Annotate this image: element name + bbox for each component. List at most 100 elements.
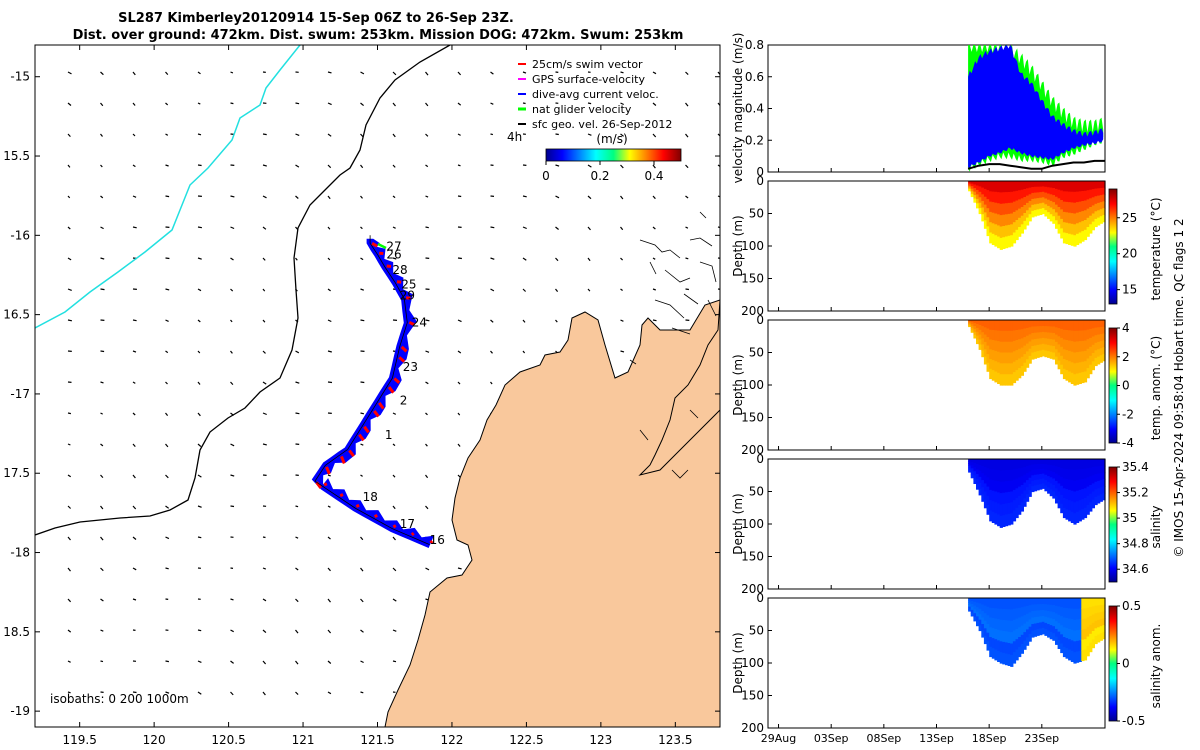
sfc-velocity-arrow bbox=[67, 195, 71, 199]
section-colorbar-tick-label: 34.8 bbox=[1122, 537, 1149, 551]
section-cell bbox=[1052, 320, 1056, 328]
sfc-velocity-arrow bbox=[457, 412, 461, 416]
section-cell bbox=[1005, 352, 1009, 364]
section-cell bbox=[1094, 628, 1098, 637]
day-label: 23 bbox=[403, 360, 418, 374]
section-cell bbox=[999, 619, 1003, 632]
sfc-velocity-arrow bbox=[295, 164, 300, 168]
section-cell bbox=[981, 494, 985, 502]
section-cell bbox=[1060, 190, 1064, 201]
section-cell bbox=[1005, 492, 1009, 504]
sfc-velocity-arrow bbox=[392, 567, 397, 572]
section-ytick-label: 150 bbox=[741, 411, 764, 425]
section-cell bbox=[1028, 465, 1032, 472]
section-cell bbox=[991, 350, 995, 361]
sfc-velocity-arrow bbox=[262, 381, 267, 385]
sfc-velocity-arrow bbox=[67, 164, 71, 168]
section-cell bbox=[1049, 207, 1053, 215]
section-cell bbox=[1049, 339, 1053, 347]
section-cell bbox=[1047, 464, 1051, 471]
section-cell bbox=[1065, 330, 1069, 341]
section-cell bbox=[1031, 480, 1035, 487]
section-cell bbox=[1083, 350, 1088, 362]
section-cell bbox=[1097, 327, 1101, 336]
sfc-velocity-arrow bbox=[360, 71, 365, 75]
section-cell bbox=[1062, 201, 1067, 213]
section-cell bbox=[1052, 465, 1056, 473]
section-cell bbox=[1078, 351, 1082, 363]
section-cell bbox=[1026, 217, 1030, 226]
section-colorbar-tick-label: -0.5 bbox=[1122, 714, 1145, 728]
section-cell bbox=[1036, 604, 1040, 611]
section-cell bbox=[1049, 611, 1053, 619]
section-cell bbox=[970, 609, 974, 614]
section-cell bbox=[1028, 471, 1032, 479]
section-cell bbox=[1012, 510, 1017, 522]
section-cell bbox=[1060, 634, 1064, 644]
section-ytick-label: 50 bbox=[749, 485, 764, 499]
section-cell bbox=[1102, 486, 1106, 494]
section-cell bbox=[1018, 505, 1022, 515]
sfc-velocity-arrow bbox=[392, 195, 396, 199]
section-cell bbox=[1081, 608, 1085, 620]
section-cell bbox=[1028, 612, 1032, 621]
section-cell bbox=[1036, 629, 1040, 636]
sfc-velocity-arrow bbox=[425, 381, 429, 385]
section-cell bbox=[1002, 341, 1006, 354]
section-cell bbox=[1007, 341, 1011, 354]
section-cell bbox=[1044, 598, 1048, 605]
section-cell bbox=[1044, 210, 1048, 217]
section-cell bbox=[1073, 491, 1077, 503]
section-cell bbox=[1023, 181, 1027, 190]
section-colorbar-tick-label: -4 bbox=[1122, 436, 1134, 450]
section-cell bbox=[1091, 213, 1095, 223]
section-cell bbox=[1078, 459, 1082, 470]
section-cell bbox=[1007, 459, 1011, 471]
section-cell bbox=[983, 475, 988, 484]
section-cell bbox=[973, 475, 977, 480]
section-cell bbox=[1068, 489, 1072, 501]
section-cell bbox=[1078, 211, 1082, 223]
section-cell bbox=[1086, 636, 1090, 647]
section-cell bbox=[989, 191, 993, 203]
section-cell bbox=[1076, 608, 1080, 620]
section-cell bbox=[981, 473, 985, 481]
section-cell bbox=[970, 324, 974, 327]
sfc-velocity-arrow bbox=[425, 505, 429, 510]
coastline-islands bbox=[629, 211, 717, 479]
section-cell bbox=[1036, 464, 1040, 470]
section-cell bbox=[1078, 640, 1082, 652]
section-cell bbox=[1081, 469, 1085, 480]
section-cell bbox=[978, 459, 982, 466]
section-cell bbox=[1065, 201, 1069, 213]
section-cell bbox=[1081, 361, 1085, 373]
section-cell bbox=[1039, 326, 1043, 333]
section-cell bbox=[1028, 355, 1032, 364]
section-cell bbox=[1086, 208, 1090, 219]
map-ytick-label: -19 bbox=[10, 704, 30, 718]
section-cell bbox=[983, 598, 988, 607]
section-cell bbox=[1010, 191, 1014, 204]
section-cell bbox=[994, 371, 998, 383]
section-cell bbox=[986, 208, 990, 218]
section-cell bbox=[1039, 464, 1043, 470]
section-cell bbox=[978, 470, 982, 478]
sfc-velocity-arrow bbox=[327, 288, 331, 292]
section-cell bbox=[1062, 181, 1067, 192]
section-cell bbox=[1028, 320, 1032, 328]
section-cell bbox=[1057, 207, 1061, 217]
section-cell bbox=[1039, 344, 1043, 352]
sfc-velocity-arrow bbox=[327, 536, 331, 540]
sfc-velocity-arrow bbox=[360, 102, 364, 107]
section-cell bbox=[1068, 191, 1072, 203]
section-cell bbox=[1076, 212, 1080, 224]
section-cell bbox=[1007, 654, 1011, 666]
section-cell bbox=[1102, 194, 1106, 202]
section-cell bbox=[1099, 480, 1103, 488]
section-cell bbox=[1002, 504, 1006, 516]
sfc-velocity-arrow bbox=[425, 133, 429, 137]
section-cell bbox=[1094, 335, 1098, 344]
section-cell bbox=[1047, 344, 1051, 352]
section-ytick-label: 150 bbox=[741, 689, 764, 703]
